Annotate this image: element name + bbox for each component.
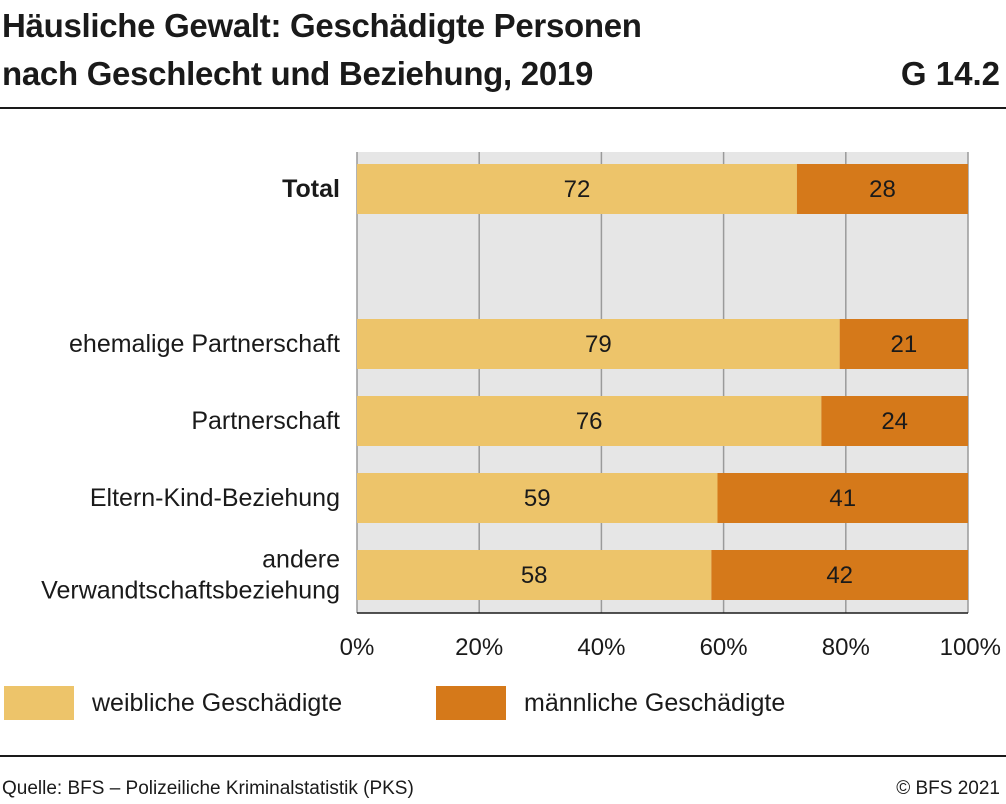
x-tick-label: 80% [822,634,870,661]
bar-segment-male [821,396,968,446]
chart-code: G 14.2 [900,55,1000,92]
category-label: Partnerschaft [191,407,340,435]
bar-segment-female [357,473,718,523]
data-label: 28 [869,176,896,203]
source-note: Quelle: BFS – Polizeiliche Kriminalstati… [2,778,414,799]
bar-segment-female [357,319,840,369]
title-rule [0,107,1006,109]
x-tick-label: 100% [940,634,1001,661]
legend-item-female: weibliche Geschädigte [4,685,342,721]
data-label: 41 [829,485,856,512]
data-label: 42 [826,562,853,589]
bar-segment-female [357,550,712,600]
data-label: 59 [524,485,551,512]
footer-rule [0,755,1006,757]
data-label: 24 [881,408,908,435]
bar-segment-male [717,473,968,523]
chart-title: Häusliche Gewalt: Geschädigte Personen n… [2,2,762,98]
title-line-1: Häusliche Gewalt: Geschädigte Personen [2,7,642,44]
data-label: 72 [564,176,591,203]
bar-segment-male [839,319,968,369]
category-label: Eltern-Kind-Beziehung [90,484,340,512]
x-tick-label: 60% [700,634,748,661]
x-tick-label: 40% [577,634,625,661]
bar-segment-female [357,164,797,214]
legend-swatch-male [436,686,506,720]
legend-label-female: weibliche Geschädigte [92,688,343,717]
category-label: Verwandtschaftsbeziehung [41,577,340,605]
bar-segment-male [796,164,968,214]
category-label: ehemalige Partnerschaft [69,330,340,358]
category-label: andere [262,546,340,574]
category-label: Total [282,175,340,203]
bar-segment-male [711,550,968,600]
x-tick-label: 0% [340,634,375,661]
legend-item-male: männliche Geschädigte [436,685,785,721]
copyright-note: © BFS 2021 [896,778,1000,799]
stacked-bar-chart: 72 28 Total 79 21 ehemalige Partnerschaft 76 24… [41,152,1001,661]
bar-segment-female [357,396,822,446]
data-label: 58 [521,562,548,589]
data-label: 76 [576,408,603,435]
title-line-2: nach Geschlecht und Beziehung, 2019 [2,55,593,92]
data-label: 21 [890,331,917,358]
x-tick-label: 20% [455,634,503,661]
legend-label-male: männliche Geschädigte [524,688,786,717]
data-label: 79 [585,331,612,358]
plot-background [357,152,968,613]
legend-swatch-female [4,686,74,720]
